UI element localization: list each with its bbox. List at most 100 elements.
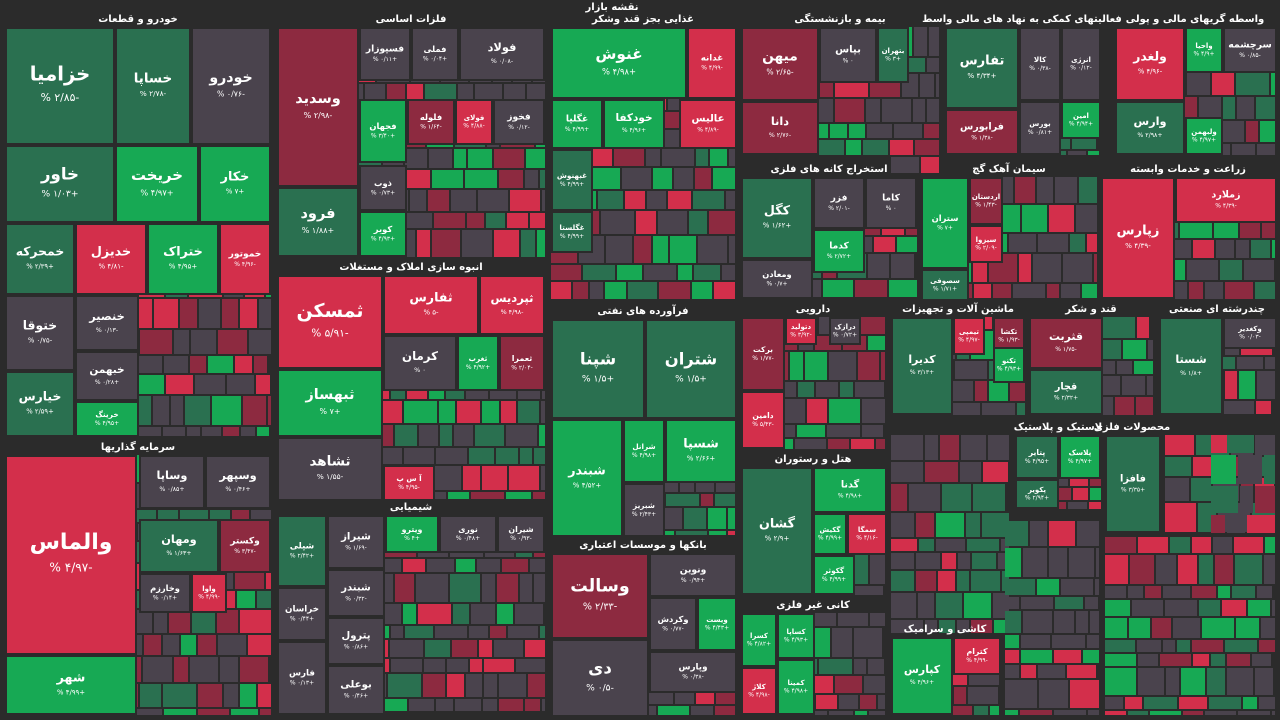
stock-tile bbox=[115, 27, 191, 145]
filler-tile bbox=[180, 299, 197, 328]
filler-tile bbox=[972, 553, 996, 569]
filler-tile bbox=[1192, 586, 1216, 598]
stock-name: بتهران bbox=[882, 47, 905, 55]
stock-tile bbox=[439, 515, 497, 553]
filler-tile bbox=[526, 149, 545, 168]
stock-name: گدنا bbox=[841, 479, 860, 491]
stock-name: خموتور bbox=[228, 250, 262, 260]
filler-tile bbox=[243, 396, 266, 425]
filler-tile bbox=[451, 190, 476, 211]
filler-tile bbox=[829, 399, 860, 423]
stock-tile bbox=[969, 225, 1003, 263]
stock-name: وساپا bbox=[157, 468, 188, 482]
filler-tile bbox=[1087, 635, 1099, 648]
filler-tile bbox=[927, 58, 939, 72]
stock-change: +۴/۹۷ % bbox=[1068, 458, 1092, 465]
filler-tile bbox=[1039, 680, 1068, 708]
stock-name: خمحرکه bbox=[16, 245, 64, 259]
filler-tile bbox=[471, 604, 495, 624]
filler-tile bbox=[1049, 521, 1075, 546]
stock-name: شپنا bbox=[580, 348, 616, 369]
filler-tile bbox=[235, 356, 252, 373]
filler-tile bbox=[1070, 680, 1099, 708]
stock-change: -۲/۷۶ % bbox=[769, 132, 791, 139]
stock-name: واوا bbox=[202, 585, 216, 593]
filler-tile bbox=[212, 396, 241, 425]
stock-name: پترول bbox=[342, 630, 371, 641]
filler-tile bbox=[1082, 284, 1097, 298]
filler-tile bbox=[551, 265, 581, 280]
filler-tile bbox=[693, 191, 724, 209]
filler-tile bbox=[1085, 597, 1098, 609]
stock-tile bbox=[649, 597, 697, 651]
stock-name: شسپا bbox=[683, 436, 718, 451]
filler-tile bbox=[838, 613, 868, 626]
stock-name: شیران bbox=[508, 525, 533, 534]
filler-tile bbox=[1236, 240, 1249, 258]
filler-tile bbox=[198, 709, 229, 715]
stock-change: +۴/۹۳ % bbox=[371, 236, 395, 243]
filler-tile bbox=[945, 706, 972, 715]
filler-tile bbox=[1073, 488, 1088, 500]
stock-name: فملی bbox=[424, 44, 447, 54]
stock-tile bbox=[191, 27, 271, 145]
stock-change: -۰/۸۵ % bbox=[1239, 52, 1260, 59]
filler-tile bbox=[425, 640, 450, 657]
stock-change: -۴/۹۹ % bbox=[966, 657, 987, 664]
filler-tile bbox=[1049, 548, 1067, 577]
filler-tile bbox=[942, 484, 971, 511]
stock-change: -۰/۱۲ % bbox=[1070, 65, 1091, 72]
filler-tile bbox=[1165, 600, 1197, 616]
filler-tile bbox=[163, 684, 196, 707]
filler-tile bbox=[1247, 515, 1275, 533]
filler-tile bbox=[921, 157, 939, 173]
filler-tile bbox=[1005, 611, 1021, 633]
stock-name: فزر bbox=[830, 194, 848, 204]
filler-tile bbox=[530, 559, 545, 572]
sector-title: هتل و رستوران bbox=[775, 454, 852, 465]
stock-name: ختراک bbox=[163, 244, 203, 259]
filler-tile bbox=[525, 699, 540, 711]
filler-tile bbox=[828, 439, 849, 449]
stock-name: کترام bbox=[966, 647, 988, 656]
filler-tile bbox=[973, 484, 1005, 511]
filler-tile bbox=[1165, 478, 1189, 501]
stock-tile bbox=[459, 27, 545, 81]
filler-tile bbox=[1021, 635, 1050, 648]
filler-tile bbox=[868, 659, 884, 674]
stock-change: -۲/۰۴ % bbox=[511, 364, 532, 371]
filler-tile bbox=[1087, 234, 1097, 252]
filler-tile bbox=[573, 282, 588, 299]
filler-tile bbox=[435, 626, 467, 638]
stock-change: +۲/۳۲ % bbox=[1054, 394, 1078, 401]
stock-name: گکوثر bbox=[823, 566, 845, 575]
stock-name: خدیزل bbox=[91, 244, 131, 259]
filler-tile bbox=[1138, 668, 1164, 695]
stock-change: ۰ % bbox=[843, 58, 854, 65]
stock-tile bbox=[1015, 435, 1059, 479]
filler-tile bbox=[266, 564, 271, 589]
stock-change: +۲/۶۶ % bbox=[687, 455, 716, 463]
filler-tile bbox=[1225, 282, 1253, 299]
stock-change: -۲/۹۸ % bbox=[304, 111, 333, 120]
sector-title: فرآورده های نفتی bbox=[597, 304, 688, 317]
sector-title: سرمایه گذاریها bbox=[101, 440, 175, 453]
stock-name: فولای bbox=[464, 114, 485, 122]
filler-tile bbox=[1105, 537, 1136, 553]
stock-change: +۰/۴۴ % bbox=[290, 616, 314, 623]
filler-tile bbox=[909, 484, 940, 511]
filler-tile bbox=[1090, 611, 1099, 633]
stock-tile bbox=[359, 99, 407, 163]
filler-tile bbox=[851, 555, 868, 584]
stock-name: دی bbox=[588, 658, 612, 677]
stock-change: +۱/۵ % bbox=[582, 374, 614, 385]
stock-tile bbox=[1061, 27, 1101, 101]
filler-tile bbox=[424, 659, 445, 672]
stock-tile bbox=[1115, 101, 1185, 155]
stock-name: شتران bbox=[665, 350, 718, 369]
stock-change: +۲/۹۸ % bbox=[1137, 132, 1162, 139]
stock-change: +۴/۹۹ % bbox=[565, 126, 589, 133]
filler-tile bbox=[819, 659, 852, 674]
filler-tile bbox=[1259, 640, 1275, 652]
filler-tile bbox=[469, 626, 488, 638]
